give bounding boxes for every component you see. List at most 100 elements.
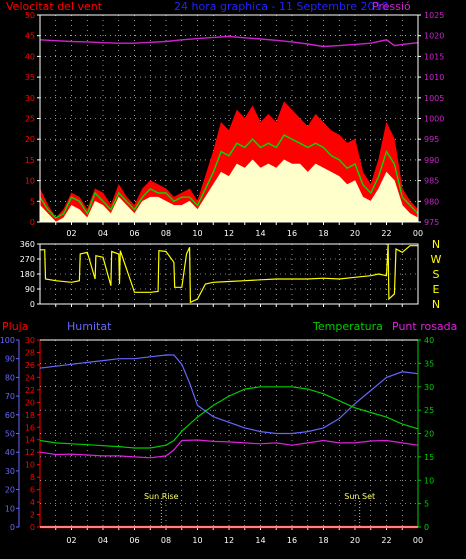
wind-ytick-label: 35: [25, 73, 35, 82]
climate-xtick-label: 18: [318, 536, 328, 545]
wind-ytick-label: 40: [25, 52, 35, 61]
pressure-ytick-label: 980: [424, 197, 439, 206]
climate-xtick-label: 10: [192, 536, 202, 545]
wind-ytick-label: 5: [30, 197, 35, 206]
pressure-ytick-label: 1010: [424, 73, 444, 82]
rain-ytick-label: 30: [25, 336, 35, 345]
wind-ytick-label: 30: [25, 94, 35, 103]
direction-ytick-label: 0: [30, 300, 35, 309]
direction-frame: [39, 243, 419, 305]
humidity-ytick-label: 30: [5, 467, 15, 476]
climate-xtick-label: 04: [98, 536, 108, 545]
rain-ytick-label: 24: [25, 373, 35, 382]
rain-ytick-label: 0: [30, 523, 35, 532]
wind-ytick-label: 50: [25, 11, 35, 20]
wind-ytick-label: 25: [25, 115, 35, 124]
pressure-ytick-label: 1000: [424, 115, 444, 124]
rain-ytick-label: 12: [25, 448, 35, 457]
pressure-ytick-label: 1015: [424, 52, 444, 61]
humidity-ytick-label: 20: [5, 486, 15, 495]
pressure-ytick-label: 990: [424, 156, 439, 165]
pressure-label: Pressió: [372, 0, 411, 13]
humidity-label: Humitat: [67, 320, 112, 333]
wind-average-series: [39, 159, 419, 223]
direction-ytick-label: 360: [20, 240, 35, 249]
temperature-series: [39, 386, 419, 449]
wind-xtick-label: 08: [161, 229, 171, 238]
rain-ytick-label: 28: [25, 348, 35, 357]
wind-ytick-label: 15: [25, 156, 35, 165]
direction-ytick-label: 90: [25, 285, 35, 294]
humidity-ytick-label: 80: [5, 373, 15, 382]
temperature-ytick-label: 35: [424, 359, 434, 368]
climate-xtick-label: 12: [224, 536, 234, 545]
compass-label: W: [431, 253, 442, 266]
climate-xtick-label: 00: [413, 536, 423, 545]
wind-ytick-label: 45: [25, 32, 35, 41]
rain-ytick-label: 26: [25, 361, 35, 370]
wind-ytick-label: 10: [25, 177, 35, 186]
rain-ytick-label: 18: [25, 411, 35, 420]
wind-xtick-label: 00: [413, 229, 423, 238]
wind-ytick-label: 20: [25, 135, 35, 144]
rain-ytick-label: 4: [30, 498, 35, 507]
pressure-ytick-label: 1020: [424, 32, 444, 41]
temperature-ytick-label: 40: [424, 336, 434, 345]
wind-frame: [39, 14, 419, 223]
climate-xtick-label: 20: [350, 536, 360, 545]
temperature-ytick-label: 20: [424, 430, 434, 439]
pressure-ytick-label: 985: [424, 177, 439, 186]
humidity-ytick-label: 10: [5, 504, 15, 513]
rain-ytick-label: 2: [30, 511, 35, 520]
climate-xtick-label: 14: [255, 536, 265, 545]
rain-ytick-label: 14: [25, 436, 35, 445]
climate-xtick-label: 16: [287, 536, 297, 545]
wind-xtick-label: 20: [350, 229, 360, 238]
wind-xtick-label: 12: [224, 229, 234, 238]
humidity-ytick-label: 90: [5, 355, 15, 364]
rain-ytick-label: 10: [25, 461, 35, 470]
climate-xtick-label: 06: [129, 536, 139, 545]
dewpoint-label: Punt rosada: [392, 320, 457, 333]
rain-label: Pluja: [2, 320, 28, 333]
chart-title: 24 hora graphica - 11 Septembre 2018: [174, 0, 389, 13]
climate-xtick-label: 02: [66, 536, 76, 545]
wind-xtick-label: 04: [98, 229, 108, 238]
compass-label: E: [433, 283, 440, 296]
wind-xtick-label: 02: [66, 229, 76, 238]
humidity-ytick-label: 0: [10, 523, 15, 532]
climate-xtick-label: 22: [381, 536, 391, 545]
wind-xtick-label: 06: [129, 229, 139, 238]
climate-xtick-label: 08: [161, 536, 171, 545]
temperature-ytick-label: 5: [424, 500, 429, 509]
wind-speed-label: Velocitat del vent: [6, 0, 103, 13]
humidity-ytick-label: 70: [5, 392, 15, 401]
temperature-ytick-label: 0: [424, 523, 429, 532]
sunset-label: Sun Set: [344, 492, 375, 501]
humidity-ytick-label: 50: [5, 430, 15, 439]
wind-pressure-panel: 0510152025303540455097598098599099510001…: [25, 11, 445, 238]
rain-ytick-label: 22: [25, 386, 35, 395]
pressure-ytick-label: 1005: [424, 94, 444, 103]
wind-xtick-label: 22: [381, 229, 391, 238]
direction-ytick-label: 270: [20, 255, 35, 264]
climate-panel: 0102030405060708090100024681012141618202…: [0, 336, 434, 545]
rain-ytick-label: 8: [30, 473, 35, 482]
wind-gust-series: [39, 134, 419, 219]
compass-label: S: [433, 268, 440, 281]
pressure-series: [39, 35, 419, 48]
direction-ytick-label: 180: [20, 270, 35, 279]
wind-ytick-label: 0: [30, 218, 35, 227]
temperature-label: Temperatura: [312, 320, 383, 333]
temperature-ytick-label: 10: [424, 476, 434, 485]
compass-label: N: [432, 238, 440, 251]
wind-direction-series: [40, 243, 418, 304]
dewpoint-series: [39, 439, 419, 459]
humidity-ytick-label: 100: [0, 336, 15, 345]
sunrise-label: Sun Rise: [144, 492, 179, 501]
rain-ytick-label: 20: [25, 398, 35, 407]
temperature-ytick-label: 25: [424, 406, 434, 415]
